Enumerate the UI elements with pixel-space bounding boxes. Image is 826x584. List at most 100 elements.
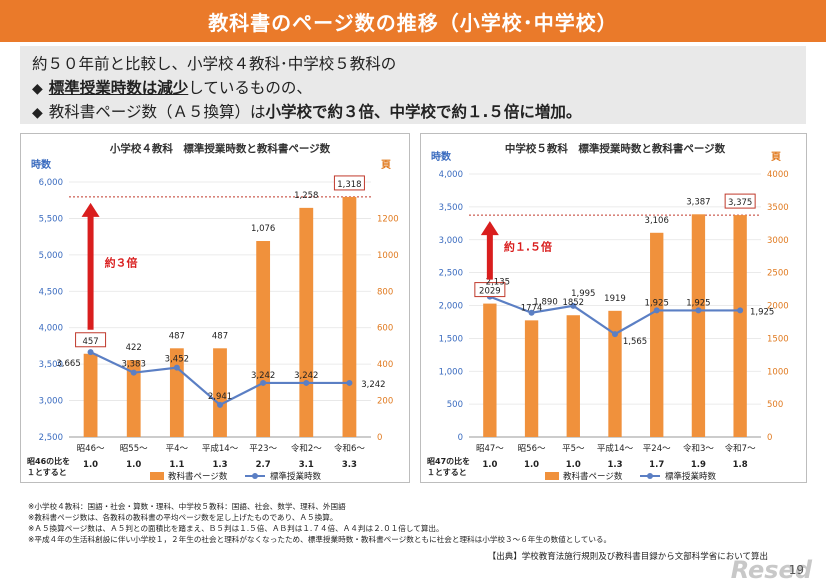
legend-line-marker bbox=[252, 473, 258, 479]
category-label: 令和7～ bbox=[725, 443, 756, 454]
bar-value-label: 457 bbox=[82, 337, 98, 347]
line-value-label: 3,242 bbox=[294, 371, 318, 381]
bar bbox=[256, 241, 271, 437]
right-tick-label: 3000 bbox=[767, 236, 789, 246]
footnote: ※小学校４教科：国語・社会・算数・理科、中学校５教科：国語、社会、数学、理科、外… bbox=[28, 502, 346, 511]
ratio-value: 1.9 bbox=[691, 460, 706, 470]
left-tick-label: 1,000 bbox=[439, 367, 463, 377]
growth-arrow-shaft bbox=[87, 214, 94, 330]
junior-high-chart-panel: 中学校５教科 標準授業時数と教科書ページ数 時数 頁 0 500 1,000 1,500 2,… bbox=[420, 133, 807, 483]
bar-value-label: 1774 bbox=[521, 303, 543, 313]
line-value-label: 2,941 bbox=[208, 392, 232, 402]
line-value-label: 3,242 bbox=[361, 380, 385, 390]
line-value-label: 1,925 bbox=[645, 298, 669, 308]
boxed-label-frame bbox=[333, 175, 365, 191]
left-tick-label: 3,000 bbox=[39, 397, 63, 407]
bar bbox=[733, 215, 747, 437]
summary-text: しているものの、 bbox=[188, 79, 312, 97]
hours-point bbox=[653, 307, 660, 314]
bar bbox=[691, 214, 706, 437]
ratio-value: 1.3 bbox=[607, 460, 622, 470]
right-tick-label: 1000 bbox=[377, 251, 399, 261]
ratio-value: 1.8 bbox=[733, 460, 748, 470]
ratio-value: 1.0 bbox=[126, 460, 141, 470]
left-tick-label: 1,500 bbox=[439, 334, 463, 344]
legend-bar-swatch bbox=[150, 472, 164, 480]
growth-arrow-head bbox=[81, 202, 100, 217]
summary-line-2: ◆ 標準授業時数は減少しているものの、 bbox=[32, 76, 312, 98]
right-tick-label: 200 bbox=[377, 397, 393, 407]
line-value-label: 1,890 bbox=[533, 298, 557, 308]
line-value-label: 1,995 bbox=[571, 289, 595, 299]
left-tick-label: 3,500 bbox=[39, 360, 63, 370]
bar bbox=[342, 196, 357, 437]
legend-line-label: 標準授業時数 bbox=[665, 471, 717, 482]
hours-point bbox=[570, 302, 577, 309]
legend-line-label: 標準授業時数 bbox=[270, 471, 322, 482]
category-label: 昭56～ bbox=[518, 444, 546, 454]
ratio-caption: 昭46の比を bbox=[27, 456, 70, 466]
summary-text: 教科書ページ数（Ａ５換算）は bbox=[48, 103, 266, 121]
bar-value-label: 422 bbox=[126, 343, 142, 353]
elementary-chart-panel: 小学校４教科 標準授業時数と教科書ページ数 時数 頁 2,500 3,000 3,500 4… bbox=[20, 133, 410, 483]
line-value-label: 3,383 bbox=[122, 360, 146, 370]
right-tick-label: 1000 bbox=[767, 367, 789, 377]
right-tick-label: 800 bbox=[377, 287, 393, 297]
boxed-label-frame bbox=[724, 193, 756, 209]
ratio-value: 1.0 bbox=[566, 460, 581, 470]
line-value-label: 3,452 bbox=[165, 355, 189, 365]
bar bbox=[483, 303, 497, 437]
ratio-caption: １とすると bbox=[27, 468, 67, 477]
bar-value-label: 1,318 bbox=[337, 180, 361, 190]
right-tick-label: 600 bbox=[377, 324, 393, 334]
left-tick-label: 4,000 bbox=[439, 170, 463, 180]
left-tick-label: 2,000 bbox=[439, 302, 463, 312]
ratio-value: 1.0 bbox=[83, 460, 98, 470]
growth-arrow-text: 約３倍 bbox=[105, 255, 138, 269]
summary-line-1: 約５０年前と比較し、小学校４教科･中学校５教科の bbox=[32, 55, 397, 73]
bar bbox=[566, 315, 580, 437]
ratio-value: 1.0 bbox=[524, 460, 539, 470]
hours-point bbox=[346, 379, 353, 386]
source-note: 【出典】学校教育法施行規則及び教科書目録から文部科学省において算出 bbox=[487, 552, 768, 562]
footnote: ※平成４年の生活科創設に伴い小学校１，２年生の社会と理科がなくなったため、標準授… bbox=[28, 535, 612, 544]
bar-value-label: 2029 bbox=[479, 287, 501, 297]
line-value-label: 3,665 bbox=[56, 359, 80, 369]
growth-arrow-head bbox=[480, 221, 499, 236]
footnote: ※Ａ５換算ページ数は、Ａ５判との面積比を踏まえ、Ｂ５判は１.５倍、ＡＢ判は１.７… bbox=[28, 524, 444, 533]
right-axis-label: 頁 bbox=[771, 151, 781, 163]
category-label: 平24～ bbox=[643, 444, 671, 454]
chart-title: 中学校５教科 標準授業時数と教科書ページ数 bbox=[505, 142, 726, 155]
right-tick-label: 2000 bbox=[767, 302, 789, 312]
bar bbox=[299, 207, 314, 437]
category-label: 平成14～ bbox=[597, 443, 634, 454]
legend-bar-label: 教科書ページ数 bbox=[563, 471, 623, 482]
right-tick-label: 500 bbox=[767, 400, 783, 410]
hours-point bbox=[303, 379, 310, 386]
chart-title: 小学校４教科 標準授業時数と教科書ページ数 bbox=[109, 142, 331, 155]
category-label: 平4～ bbox=[166, 444, 189, 454]
category-label: 昭55～ bbox=[120, 444, 148, 454]
line-value-label: 2,135 bbox=[486, 278, 510, 288]
ratio-caption: １とすると bbox=[427, 468, 467, 477]
boxed-label-frame bbox=[75, 332, 107, 348]
left-tick-label: 500 bbox=[447, 400, 463, 410]
hours-point bbox=[87, 349, 94, 356]
bar-value-label: 1,076 bbox=[251, 224, 275, 234]
bar-value-label: 487 bbox=[169, 331, 185, 341]
hours-point bbox=[217, 401, 223, 408]
category-label: 平成14～ bbox=[202, 443, 239, 454]
line-value-label: 1,925 bbox=[686, 298, 710, 308]
hours-point bbox=[695, 307, 702, 314]
ratio-caption: 昭47の比を bbox=[427, 456, 470, 466]
category-label: 令和3～ bbox=[683, 443, 714, 454]
right-tick-label: 0 bbox=[767, 433, 772, 443]
hours-point bbox=[612, 331, 618, 338]
hours-point bbox=[130, 369, 137, 376]
line-value-label: 1,925 bbox=[750, 307, 774, 317]
left-tick-label: 5,000 bbox=[39, 251, 63, 261]
title-bar: 教科書のページ数の推移（小学校･中学校） bbox=[0, 0, 826, 42]
left-tick-label: 5,500 bbox=[39, 214, 63, 224]
footnotes: ※小学校４教科：国語・社会・算数・理科、中学校５教科：国語、社会、数学、理科、外… bbox=[28, 501, 611, 545]
